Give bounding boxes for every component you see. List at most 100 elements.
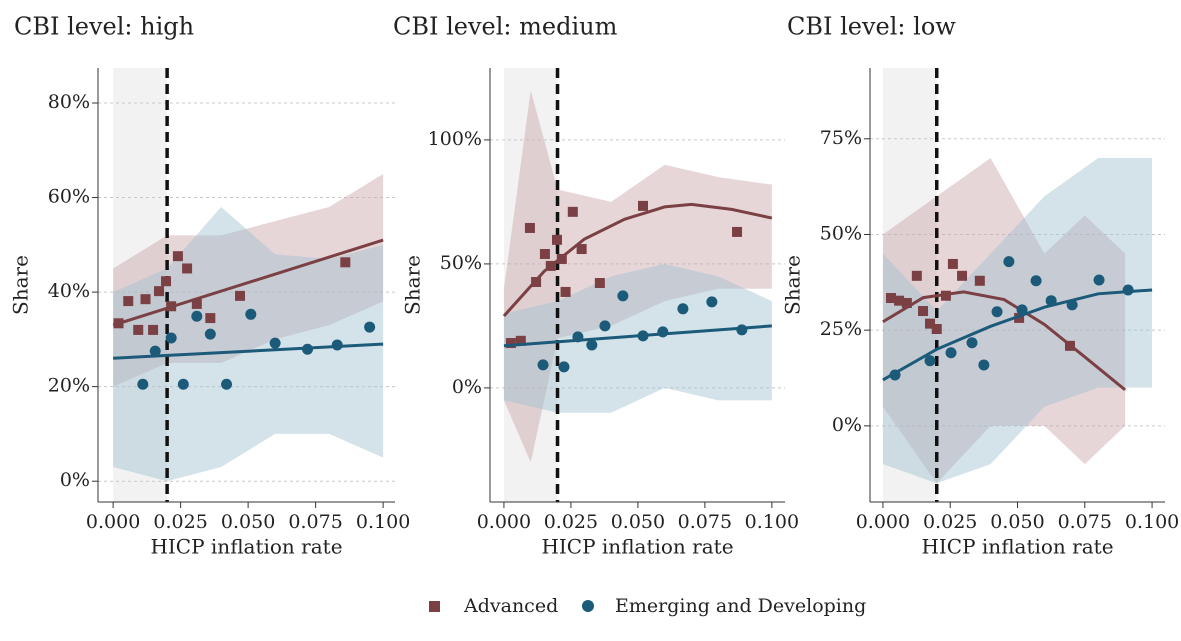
x-tick-label: 0.075	[1058, 511, 1112, 533]
fit-line	[882, 288, 1153, 382]
point	[1003, 256, 1015, 268]
point	[677, 303, 689, 315]
point	[889, 369, 901, 381]
y-tick-label: 80%	[48, 91, 90, 113]
point	[617, 290, 629, 302]
x-tick-label: 0.100	[356, 511, 410, 533]
point	[149, 345, 161, 357]
point	[1066, 299, 1078, 311]
y-tick-label: 50%	[820, 222, 862, 244]
x-tick-label: 0.100	[745, 511, 799, 533]
fit-line	[882, 290, 1127, 392]
confidence-band	[113, 206, 384, 482]
point	[205, 313, 216, 324]
shaded-region	[113, 68, 168, 502]
point	[364, 321, 376, 333]
point	[599, 320, 611, 332]
y-tick-label: 0%	[60, 469, 90, 491]
point	[894, 295, 905, 306]
y-tick-label: 75%	[820, 127, 862, 149]
point	[560, 286, 571, 297]
point	[732, 226, 743, 237]
x-axis-label: HICP inflation rate	[541, 535, 733, 559]
point	[154, 286, 165, 297]
point	[567, 206, 578, 217]
point	[706, 296, 718, 308]
point	[148, 324, 159, 335]
point	[182, 263, 193, 274]
point	[161, 276, 172, 287]
point	[657, 326, 669, 338]
point	[551, 234, 562, 245]
point	[974, 275, 985, 286]
point	[924, 355, 936, 367]
point	[918, 306, 929, 317]
x-tick-label: 0.075	[288, 511, 342, 533]
point	[245, 308, 257, 320]
y-tick-label: 60%	[48, 186, 90, 208]
point	[594, 278, 605, 289]
y-tick-label: 20%	[48, 375, 90, 397]
y-tick-label: 40%	[48, 280, 90, 302]
point	[235, 290, 246, 301]
confidence-band	[503, 263, 772, 413]
point	[556, 253, 567, 264]
fit-line	[112, 238, 384, 327]
point	[137, 378, 149, 390]
y-tick-label: 100%	[428, 128, 482, 150]
point	[1045, 295, 1057, 307]
point	[901, 297, 912, 308]
point	[515, 335, 526, 346]
point	[340, 257, 351, 268]
x-tick-label: 0.025	[153, 511, 207, 533]
x-axis-label: HICP inflation rate	[921, 535, 1113, 559]
legend-marker	[582, 600, 594, 612]
point	[1030, 275, 1042, 287]
point	[331, 339, 343, 351]
point	[172, 251, 183, 262]
point	[1122, 284, 1134, 296]
x-tick-label: 0.000	[477, 511, 531, 533]
y-tick-label: 0%	[832, 414, 862, 436]
confidence-band	[503, 90, 772, 463]
point	[302, 343, 314, 355]
point	[966, 337, 978, 349]
point	[191, 298, 202, 309]
y-tick-label: 25%	[820, 318, 862, 340]
point	[925, 318, 936, 329]
point	[191, 310, 203, 322]
point	[572, 331, 584, 343]
point	[165, 332, 177, 344]
point	[1016, 304, 1028, 316]
point	[576, 244, 587, 255]
y-tick-label: 0%	[452, 376, 482, 398]
point	[204, 328, 216, 340]
point	[586, 339, 598, 351]
point	[931, 324, 942, 335]
point	[1014, 312, 1025, 323]
point	[269, 337, 281, 349]
legend-marker	[429, 601, 440, 612]
confidence-band	[113, 173, 384, 387]
point	[957, 270, 968, 281]
chart-title: CBI level: medium	[393, 13, 618, 41]
point	[177, 378, 189, 390]
y-axis-label: Share	[781, 255, 805, 315]
point	[537, 359, 549, 371]
point	[736, 324, 748, 336]
point	[140, 294, 151, 305]
y-tick-label: 50%	[440, 252, 482, 274]
point	[991, 306, 1003, 318]
point	[940, 290, 951, 301]
point	[978, 359, 990, 371]
point	[123, 296, 134, 307]
point	[166, 301, 177, 312]
chart-title: CBI level: low	[787, 13, 956, 41]
x-axis-label: HICP inflation rate	[150, 535, 342, 559]
point	[947, 258, 958, 269]
x-tick-label: 0.075	[678, 511, 732, 533]
legend-label: Emerging and Developing	[615, 595, 866, 617]
x-tick-label: 0.025	[923, 511, 977, 533]
